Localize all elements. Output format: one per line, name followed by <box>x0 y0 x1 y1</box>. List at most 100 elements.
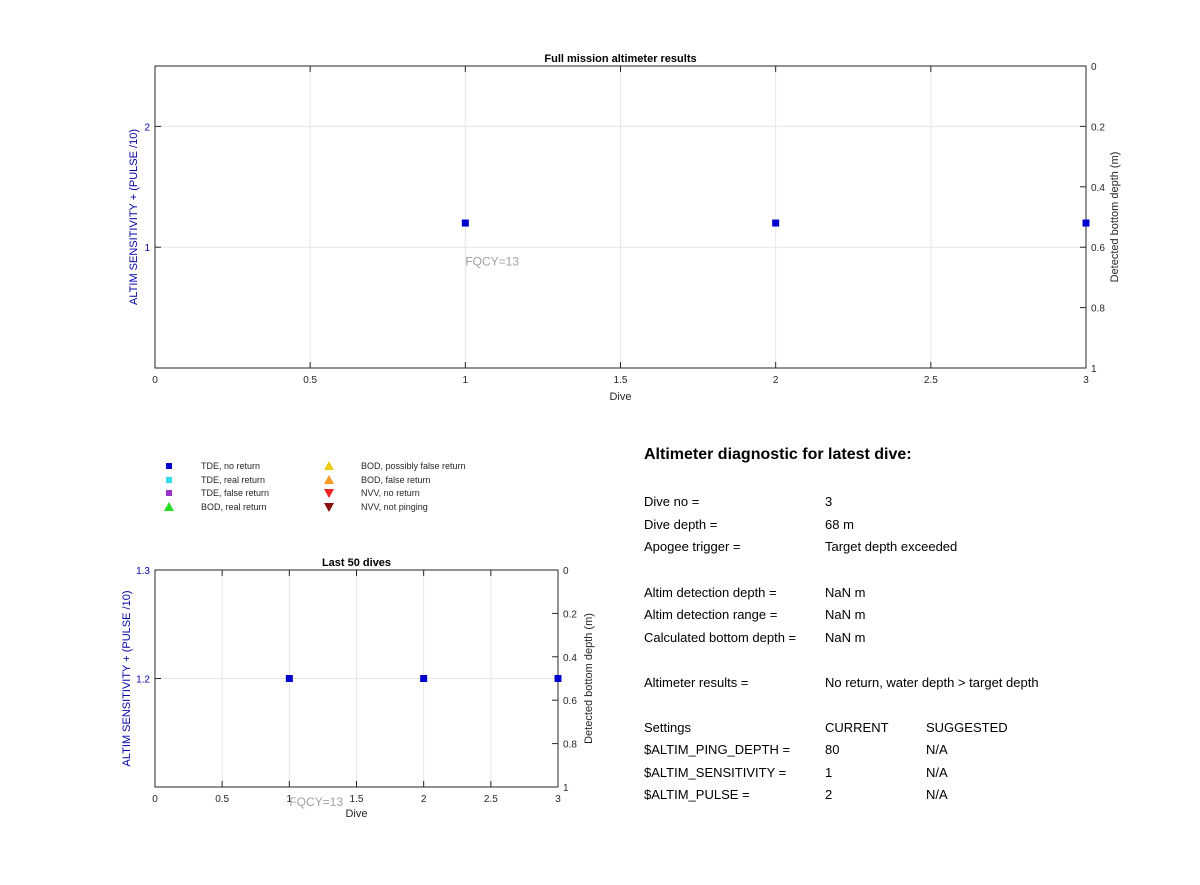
fqcy-annotation: FQCY=13 <box>465 255 519 269</box>
y-axis-label: ALTIM SENSITIVITY + (PULSE /10) <box>121 591 133 767</box>
legend-label: TDE, no return <box>201 461 260 471</box>
diag-value: 3 <box>825 494 833 509</box>
data-point <box>554 675 562 682</box>
diag-label: Dive no = <box>644 494 700 509</box>
y-axis-label: ALTIM SENSITIVITY + (PULSE /10) <box>128 129 140 305</box>
x-axis-label: Dive <box>345 808 367 820</box>
legend-item: BOD, possibly false return <box>324 461 466 471</box>
diag-value: NaN m <box>825 585 866 600</box>
diag-value: Target depth exceeded <box>825 539 958 554</box>
legend-item: BOD, false return <box>324 475 431 485</box>
legend: TDE, no return TDE, real return TDE, false… <box>164 461 466 512</box>
diag-label: Calculated bottom depth = <box>644 630 797 645</box>
data-point <box>772 219 780 227</box>
y2-tick-label: 0.4 <box>1091 183 1105 194</box>
legend-label: NVV, not pinging <box>361 502 428 512</box>
fqcy-annotation: FQCY=13 <box>289 795 343 809</box>
setting-suggested: N/A <box>926 742 948 757</box>
data-point <box>461 219 469 227</box>
diag-label: Altim detection depth = <box>644 585 777 600</box>
setting-label: $ALTIM_PING_DEPTH = <box>644 742 791 757</box>
legend-item: BOD, real return <box>164 502 267 512</box>
legend-label: BOD, possibly false return <box>361 461 466 471</box>
legend-item: NVV, no return <box>324 488 420 498</box>
setting-label: $ALTIM_PULSE = <box>644 787 750 802</box>
x-tick-label: 3 <box>555 794 561 805</box>
y-tick-label: 2 <box>144 122 150 133</box>
legend-item: TDE, real return <box>166 475 265 485</box>
y-tick-label: 1 <box>144 243 150 254</box>
diag-value: 68 m <box>825 517 854 532</box>
y2-tick-label: 0.8 <box>1091 304 1105 315</box>
y2-tick-label: 0.2 <box>1091 122 1105 133</box>
y2-tick-label: 0 <box>563 566 569 577</box>
setting-suggested: N/A <box>926 765 948 780</box>
data-point <box>420 675 428 682</box>
data-point <box>1082 219 1090 227</box>
settings-header-label: Settings <box>644 720 691 735</box>
legend-item: TDE, false return <box>166 488 269 498</box>
settings-header-suggested: SUGGESTED <box>926 720 1008 735</box>
setting-current: 2 <box>825 787 833 802</box>
setting-current: 1 <box>825 765 833 780</box>
y2-tick-label: 1 <box>1091 364 1097 375</box>
y2-tick-label: 0.4 <box>563 653 577 664</box>
x-tick-label: 0 <box>152 794 158 805</box>
x-tick-label: 1 <box>463 375 469 386</box>
y2-tick-label: 0.8 <box>563 740 577 751</box>
legend-marker <box>166 463 172 469</box>
diag-label: Altimeter results = <box>644 675 749 690</box>
legend-item: NVV, not pinging <box>324 502 428 512</box>
x-tick-label: 2 <box>421 794 427 805</box>
x-tick-label: 0.5 <box>215 794 229 805</box>
x-tick-label: 0.5 <box>303 375 317 386</box>
chart-last-50-dives: 0 0.5 1 1.5 2 2.5 3 1.2 1.3 0 0.2 0.4 0.6 0.8 1 Last 50… <box>121 557 595 820</box>
legend-marker <box>324 461 334 470</box>
x-tick-label: 1 <box>287 794 293 805</box>
y2-tick-label: 0.6 <box>563 696 577 707</box>
legend-label: BOD, false return <box>361 475 431 485</box>
legend-label: NVV, no return <box>361 488 420 498</box>
x-tick-label: 3 <box>1083 375 1089 386</box>
y2-tick-label: 0.6 <box>1091 243 1105 254</box>
diag-value: NaN m <box>825 607 866 622</box>
y2-axis-label: Detected bottom depth (m) <box>583 613 595 744</box>
y2-tick-label: 1 <box>563 783 569 794</box>
x-tick-label: 1.5 <box>350 794 364 805</box>
legend-marker <box>324 475 334 484</box>
x-tick-label: 2.5 <box>924 375 938 386</box>
diag-label: Apogee trigger = <box>644 539 741 554</box>
diag-label: Dive depth = <box>644 517 718 532</box>
data-point <box>285 675 293 682</box>
setting-current: 80 <box>825 742 840 757</box>
legend-marker <box>166 477 172 483</box>
diag-value: No return, water depth > target depth <box>825 675 1039 690</box>
legend-marker <box>324 489 334 498</box>
diagnostic-title: Altimeter diagnostic for latest dive: <box>644 446 912 463</box>
y-tick-label: 1.2 <box>136 675 150 686</box>
settings-header-current: CURRENT <box>825 720 889 735</box>
x-tick-label: 2.5 <box>484 794 498 805</box>
chart-title: Last 50 dives <box>322 557 391 569</box>
legend-marker <box>324 503 334 512</box>
y2-axis-label: Detected bottom depth (m) <box>1109 152 1121 283</box>
setting-label: $ALTIM_SENSITIVITY = <box>644 765 787 780</box>
x-axis-label: Dive <box>609 391 631 403</box>
y-tick-label: 1.3 <box>136 566 150 577</box>
legend-label: BOD, real return <box>201 502 267 512</box>
x-tick-label: 1.5 <box>614 375 628 386</box>
diag-value: NaN m <box>825 630 866 645</box>
chart-title: Full mission altimeter results <box>544 53 696 65</box>
legend-label: TDE, false return <box>201 488 269 498</box>
legend-marker <box>164 502 174 511</box>
x-tick-label: 2 <box>773 375 779 386</box>
y2-tick-label: 0 <box>1091 62 1097 73</box>
legend-marker <box>166 490 172 496</box>
diag-label: Altim detection range = <box>644 607 778 622</box>
y2-tick-label: 0.2 <box>563 609 577 620</box>
x-tick-label: 0 <box>152 375 158 386</box>
setting-suggested: N/A <box>926 787 948 802</box>
legend-item: TDE, no return <box>166 461 260 471</box>
